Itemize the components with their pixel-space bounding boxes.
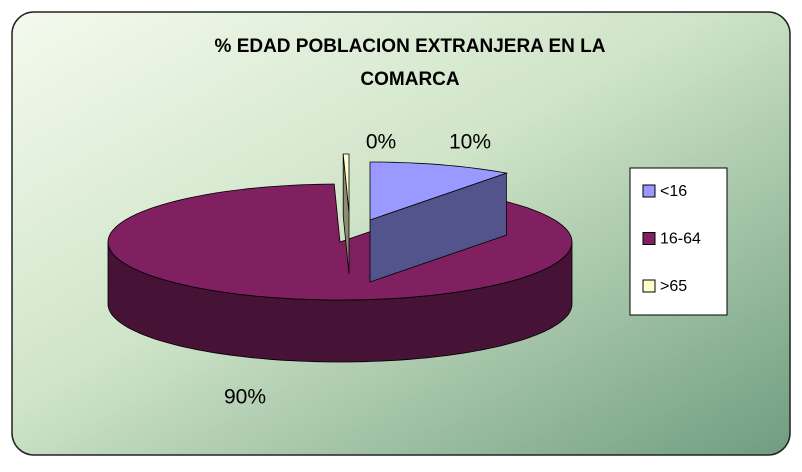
- slice-top: [342, 153, 350, 213]
- slice-top: [369, 161, 508, 221]
- data-label: 0%: [366, 131, 396, 154]
- legend-swatch: [642, 279, 656, 293]
- legend-swatch: [642, 232, 656, 245]
- legend-label: >65: [660, 278, 687, 295]
- data-label: 10%: [449, 131, 491, 154]
- pie-slice: [342, 153, 350, 275]
- chart-title: % EDAD POBLACION EXTRANJERA EN LA COMARCA: [215, 36, 606, 90]
- data-label: 90%: [224, 386, 266, 409]
- pie-slice: [369, 161, 508, 283]
- legend-swatch: [642, 184, 656, 198]
- legend-label: <16: [660, 183, 687, 200]
- legend-label: 16-64: [660, 231, 701, 248]
